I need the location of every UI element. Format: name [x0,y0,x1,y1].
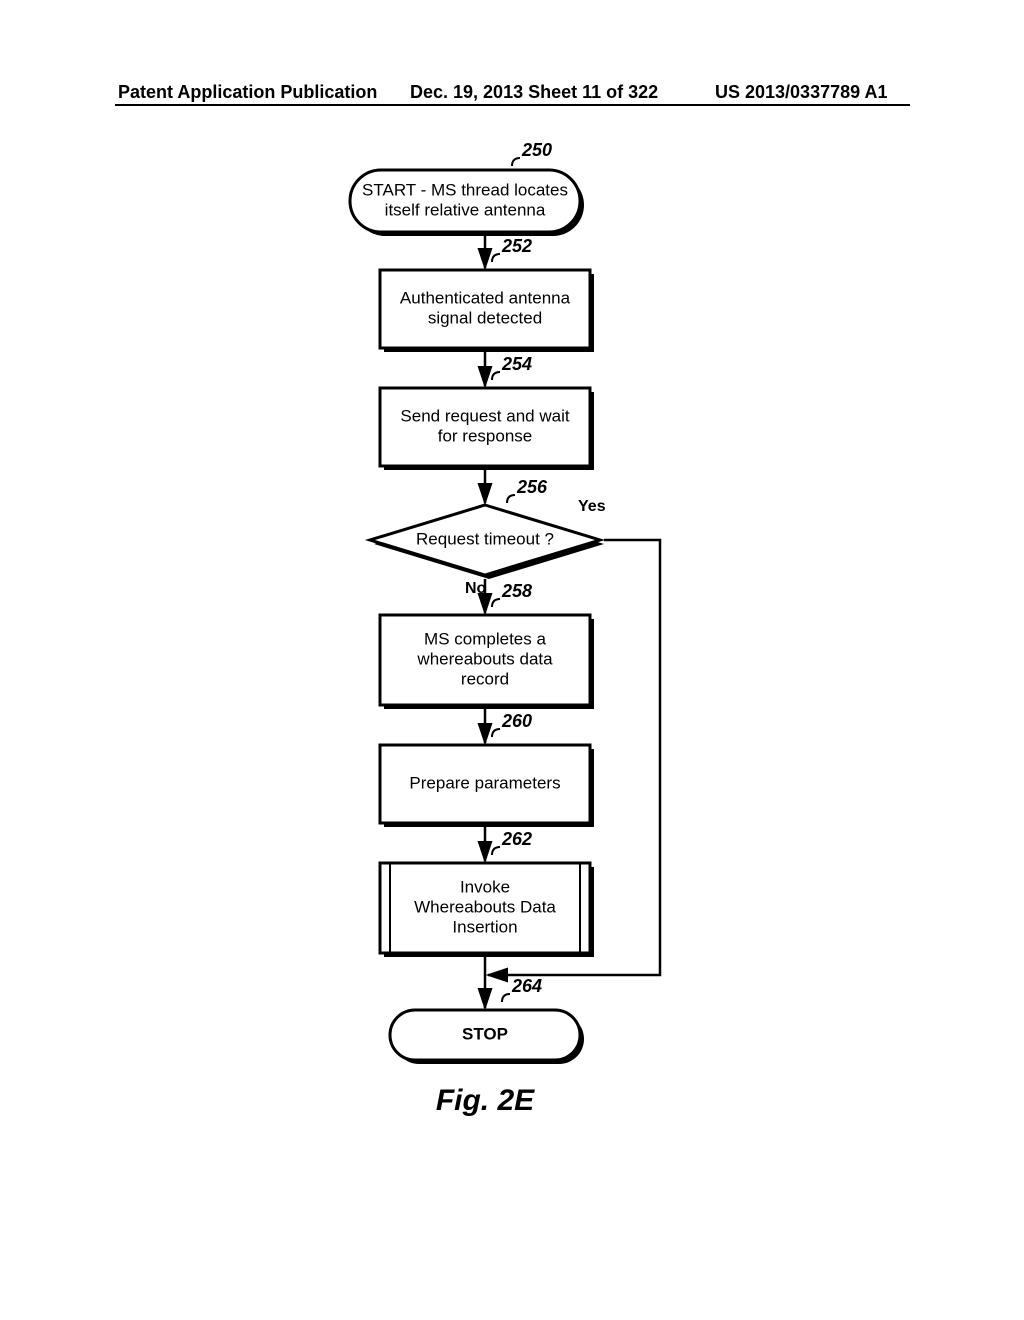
svg-text:No: No [465,580,487,597]
header-rule [115,104,910,106]
svg-text:Request timeout ?: Request timeout ? [416,529,554,548]
svg-text:itself relative antenna: itself relative antenna [385,200,546,219]
header-left: Patent Application Publication [118,82,377,103]
svg-text:252: 252 [501,236,532,256]
svg-text:262: 262 [501,829,532,849]
svg-text:254: 254 [501,354,532,374]
svg-text:Prepare parameters: Prepare parameters [409,773,560,792]
svg-text:whereabouts data: whereabouts data [416,649,553,668]
header-center: Dec. 19, 2013 Sheet 11 of 322 [410,82,658,103]
svg-text:258: 258 [501,581,532,601]
svg-text:Fig. 2E: Fig. 2E [436,1084,535,1117]
svg-text:Yes: Yes [578,498,606,515]
header-right: US 2013/0337789 A1 [715,82,887,103]
svg-text:record: record [461,669,509,688]
svg-text:Authenticated antenna: Authenticated antenna [400,288,571,307]
svg-text:signal detected: signal detected [428,308,542,327]
svg-text:Send request and wait: Send request and wait [400,406,569,425]
svg-text:Insertion: Insertion [452,917,517,936]
svg-text:Invoke: Invoke [460,877,510,896]
flowchart: START - MS thread locatesitself relative… [340,140,740,1240]
page: Patent Application Publication Dec. 19, … [0,0,1024,1320]
svg-text:264: 264 [511,976,542,996]
svg-text:260: 260 [501,711,532,731]
svg-text:for response: for response [438,426,533,445]
flowchart-svg: START - MS thread locatesitself relative… [340,140,740,1140]
svg-text:256: 256 [516,477,548,497]
svg-text:START - MS thread locates: START - MS thread locates [362,180,568,199]
svg-text:Whereabouts Data: Whereabouts Data [414,897,556,916]
svg-text:250: 250 [521,140,552,160]
svg-text:STOP: STOP [462,1024,508,1043]
svg-text:MS completes a: MS completes a [424,629,546,648]
